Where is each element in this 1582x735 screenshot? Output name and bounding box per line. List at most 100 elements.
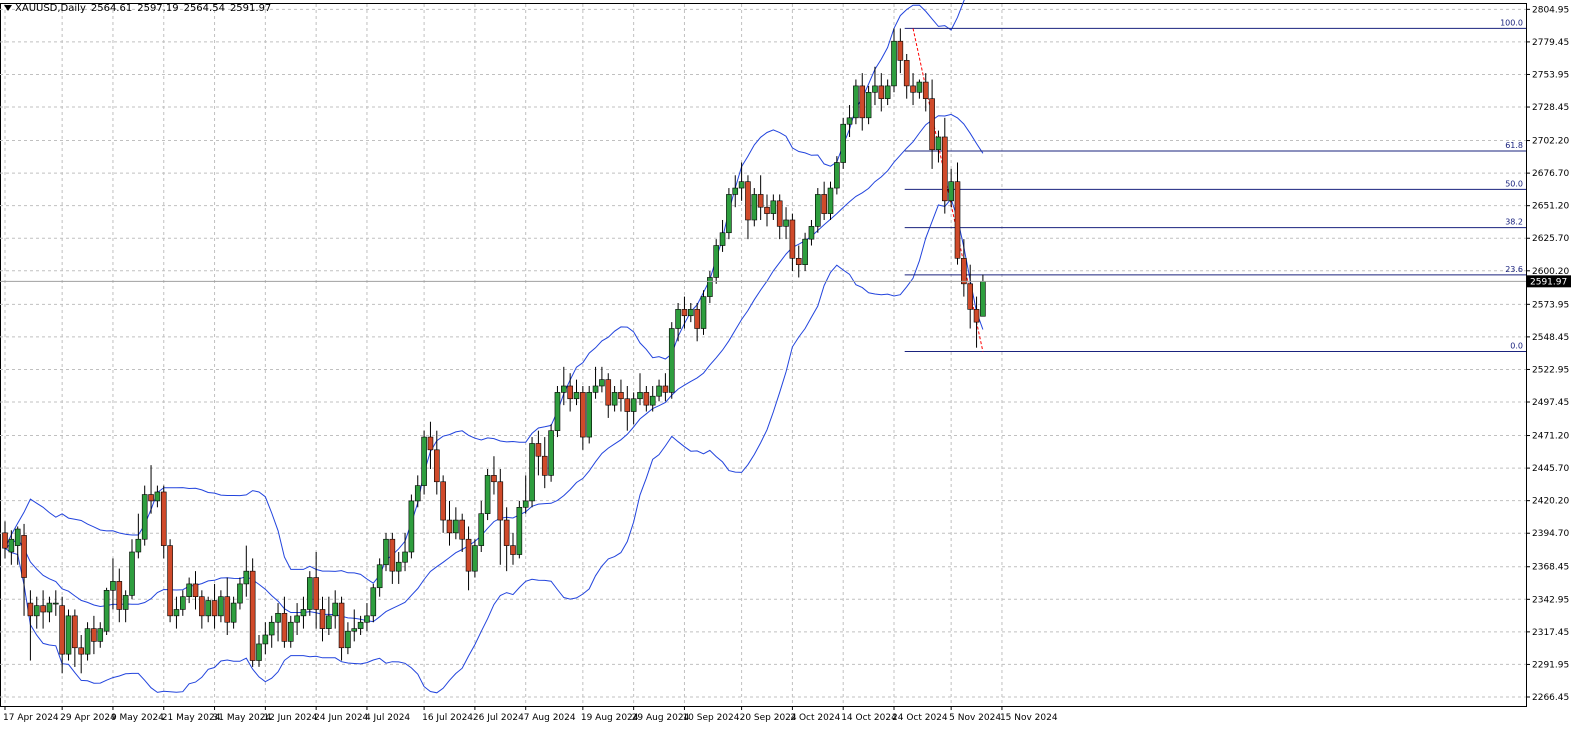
candle-body bbox=[980, 281, 986, 317]
y-tick-label: 2651.20 bbox=[1532, 202, 1569, 212]
candle-body bbox=[376, 564, 383, 589]
candle-body bbox=[472, 545, 478, 572]
candle-body bbox=[91, 628, 97, 642]
x-tick-label: 10 Sep 2024 bbox=[682, 713, 739, 723]
x-tick-label: 7 Aug 2024 bbox=[524, 713, 576, 723]
candle-body bbox=[795, 257, 802, 265]
candle-body bbox=[2, 532, 8, 549]
x-tick-label: 15 Nov 2024 bbox=[1000, 713, 1058, 723]
candle-body bbox=[516, 507, 523, 555]
y-tick-label: 2368.45 bbox=[1532, 563, 1569, 573]
candle-body bbox=[408, 500, 415, 553]
x-tick-label: 19 Aug 2024 bbox=[581, 713, 639, 723]
candle-body bbox=[776, 200, 783, 227]
candle-body bbox=[319, 609, 326, 629]
candle-body bbox=[129, 551, 135, 596]
candle-body bbox=[141, 494, 148, 540]
candle-body bbox=[738, 181, 745, 189]
fib-level-label: 0.0 bbox=[1510, 342, 1523, 351]
x-tick-label: 4 Jul 2024 bbox=[365, 713, 410, 723]
candle-body bbox=[624, 398, 631, 412]
fib-level-label: 100.0 bbox=[1500, 18, 1523, 27]
y-tick-label: 2779.45 bbox=[1532, 38, 1569, 48]
y-tick-label: 2548.45 bbox=[1532, 333, 1569, 343]
fib-level-label: 50.0 bbox=[1505, 179, 1523, 188]
candle-body bbox=[103, 590, 110, 632]
candle-body bbox=[8, 538, 15, 553]
candle-body bbox=[611, 392, 618, 406]
candle-body bbox=[249, 570, 256, 661]
candle-body bbox=[281, 612, 288, 642]
candle-body bbox=[414, 485, 421, 502]
y-tick-label: 2753.95 bbox=[1532, 70, 1569, 80]
ohlc-open: 2564.61 bbox=[90, 3, 133, 14]
candle-body bbox=[154, 491, 161, 502]
candle-body bbox=[548, 430, 554, 476]
candle-body bbox=[745, 181, 751, 221]
candle-body bbox=[656, 385, 662, 397]
candle-body bbox=[592, 385, 599, 393]
candle-body bbox=[687, 309, 694, 317]
y-tick-label: 2804.95 bbox=[1532, 5, 1569, 15]
candle-body bbox=[389, 538, 396, 572]
x-tick-label: 17 Apr 2024 bbox=[3, 713, 59, 723]
candle-body bbox=[954, 181, 961, 259]
current-price-tag bbox=[1527, 275, 1571, 288]
candle-body bbox=[65, 615, 72, 655]
candle-body bbox=[357, 621, 364, 629]
candle-body bbox=[827, 187, 834, 214]
y-tick-label: 2522.95 bbox=[1532, 365, 1569, 375]
y-tick-label: 2497.45 bbox=[1532, 398, 1569, 408]
x-tick-label: 9 May 2024 bbox=[111, 713, 164, 723]
candle-body bbox=[33, 605, 40, 617]
fib-level-label: 38.2 bbox=[1505, 218, 1523, 227]
candle-body bbox=[700, 296, 707, 329]
candle-body bbox=[757, 194, 764, 208]
fib-level-label: 61.8 bbox=[1505, 141, 1523, 150]
candle-body bbox=[916, 81, 923, 93]
candle-body bbox=[345, 630, 351, 649]
candle-body bbox=[72, 615, 78, 649]
candle-body bbox=[814, 194, 821, 227]
y-tick-label: 2702.20 bbox=[1532, 137, 1569, 147]
candle-body bbox=[834, 162, 840, 189]
candle-body bbox=[891, 40, 897, 87]
current-price-label: 2591.97 bbox=[1530, 277, 1567, 287]
candle-body bbox=[821, 194, 827, 214]
ohlc-low: 2564.54 bbox=[183, 3, 225, 14]
candle-body bbox=[192, 583, 199, 597]
collapse-triangle-icon[interactable] bbox=[4, 5, 12, 11]
candle-body bbox=[370, 587, 377, 617]
candle-body bbox=[941, 136, 948, 202]
candle-body bbox=[554, 392, 561, 431]
y-tick-label: 2342.95 bbox=[1532, 595, 1569, 605]
y-tick-label: 2394.70 bbox=[1532, 529, 1569, 539]
x-tick-label: 2 Oct 2024 bbox=[790, 713, 840, 723]
candle-body bbox=[529, 443, 535, 502]
candle-body bbox=[605, 379, 612, 406]
symbol-label: XAUUSD,Daily bbox=[15, 3, 86, 14]
candle-body bbox=[497, 481, 504, 521]
y-tick-label: 2420.20 bbox=[1532, 497, 1569, 507]
candle-body bbox=[522, 500, 529, 508]
candle-body bbox=[383, 538, 389, 566]
x-tick-label: 14 Oct 2024 bbox=[841, 713, 897, 723]
candle-body bbox=[14, 528, 21, 546]
candle-body bbox=[21, 535, 27, 578]
candle-body bbox=[110, 581, 116, 591]
candle-body bbox=[503, 519, 510, 546]
candle-body bbox=[205, 600, 211, 617]
ohlc-high: 2597.19 bbox=[137, 3, 179, 14]
candle-body bbox=[268, 621, 275, 636]
candle-body bbox=[586, 392, 593, 438]
candle-body bbox=[865, 91, 872, 119]
candle-body bbox=[853, 85, 859, 119]
candle-body bbox=[306, 577, 313, 610]
candle-body bbox=[535, 443, 542, 457]
candle-body bbox=[173, 609, 180, 617]
candle-body bbox=[211, 600, 218, 617]
candle-body bbox=[484, 475, 491, 514]
candle-body bbox=[167, 545, 173, 617]
